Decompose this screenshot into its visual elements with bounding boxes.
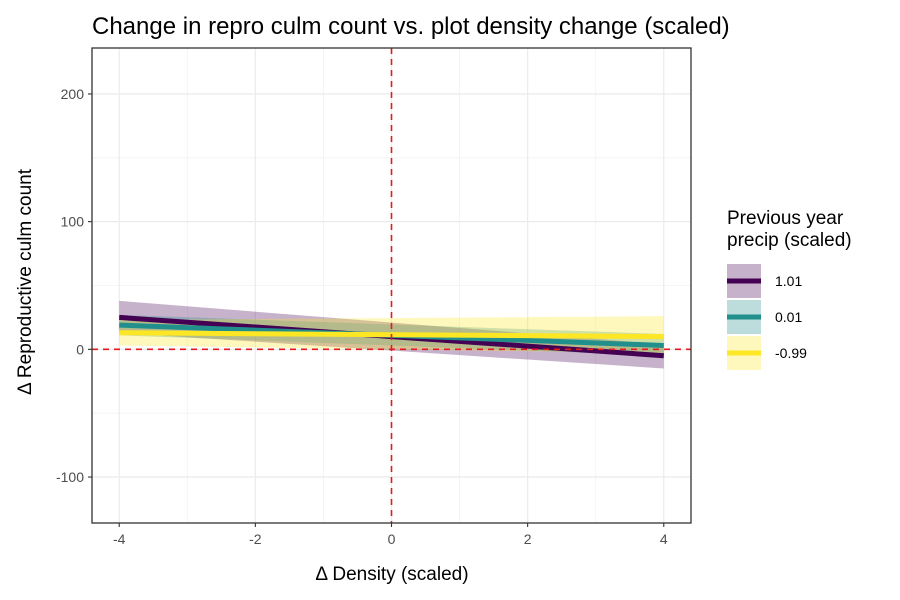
y-tick-label: 100 [61,214,85,230]
x-tick-label: 2 [524,531,532,547]
x-tick-label: 4 [660,531,668,547]
y-tick-label: -100 [56,469,84,485]
legend-label--0.99: -0.99 [775,345,807,361]
legend: Previous year precip (scaled) 1.01 0.01 -0… [727,208,852,370]
x-tick-label: -2 [249,531,262,547]
x-tick-label: 0 [388,531,396,547]
x-tick-label: -4 [113,531,126,547]
chart-title: Change in repro culm count vs. plot dens… [92,13,730,40]
y-axis-title: Δ Reproductive culm count [15,168,36,395]
axis-ticks: -4 -2 0 2 4 -100 0 100 200 [56,86,668,547]
legend-title-line-2: precip (scaled) [727,230,852,251]
x-axis-title: Δ Density (scaled) [315,564,468,585]
legend-label-0.01: 0.01 [775,309,802,325]
y-tick-label: 0 [76,341,84,357]
reference-lines [92,48,691,523]
legend-title-line-1: Previous year [727,208,844,229]
legend-title: Previous year precip (scaled) [727,208,852,251]
y-tick-label: 200 [61,86,85,102]
legend-label-1.01: 1.01 [775,273,802,289]
